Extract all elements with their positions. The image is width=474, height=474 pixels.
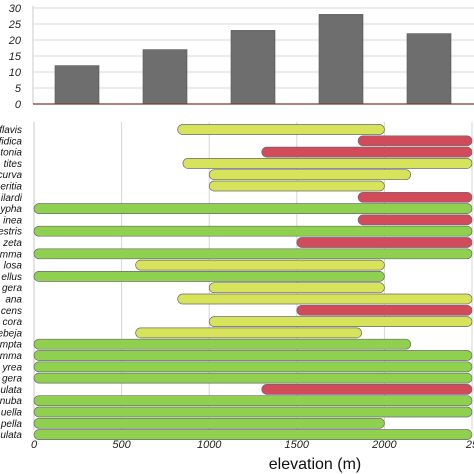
species-label: ilardi	[1, 193, 23, 204]
elevation-range-bar	[33, 248, 473, 260]
species-label: pella	[0, 419, 22, 430]
x-tick-label: 0	[31, 439, 38, 451]
species-label: tites	[4, 159, 22, 170]
species-label: yrea	[2, 362, 23, 373]
species-label: estris	[0, 227, 22, 238]
x-tick-label: 1500	[285, 439, 310, 451]
elevation-range-bar	[208, 316, 473, 327]
elevation-range-bar	[33, 338, 412, 350]
elevation-range-bar	[33, 350, 473, 361]
elevation-range-bar	[357, 214, 473, 226]
y-tick-label: 15	[9, 51, 22, 63]
bar	[142, 49, 188, 105]
species-label: losa	[4, 261, 23, 272]
species-label: gera	[2, 283, 22, 294]
elevation-range-bar	[177, 124, 385, 135]
elevation-range-bar	[33, 417, 385, 429]
elevation-range-bar	[33, 395, 473, 407]
species-label: ebeja	[0, 328, 22, 339]
top-bar-chart: 0 5 10 15 20 25 30	[8, 3, 474, 111]
bar	[230, 30, 276, 105]
species-label: zeta	[2, 238, 22, 249]
elevation-range-bar	[135, 327, 362, 339]
elevation-range-bar	[261, 384, 473, 395]
y-tick-label: 5	[15, 83, 22, 95]
elevation-range-bar	[261, 146, 473, 158]
y-tick-label: 10	[9, 67, 22, 79]
species-label: tonia	[0, 148, 22, 159]
species-label: ypha	[0, 204, 22, 215]
elevation-range-bar	[182, 158, 473, 169]
x-tick-label: 1000	[197, 439, 222, 451]
species-label: ulata	[0, 385, 22, 396]
species-label: gera	[2, 374, 22, 385]
species-label: flavis	[0, 125, 22, 136]
elevation-range-chart: 0 500 1000 1500 2000 25 flavisifidicatoniatite…	[0, 122, 474, 451]
y-tick-label: 20	[8, 35, 22, 47]
species-label: uella	[1, 408, 23, 419]
elevation-range-bar	[33, 406, 473, 418]
y-tick-label: 0	[15, 99, 22, 111]
species-label: ana	[5, 295, 22, 306]
bar	[54, 65, 100, 105]
species-label: ulata	[0, 430, 22, 441]
species-label: nuba	[0, 396, 22, 407]
species-label: eritia	[0, 182, 22, 193]
species-label: cora	[3, 317, 23, 328]
species-label: cens	[1, 306, 22, 317]
x-tick-label: 500	[112, 439, 131, 451]
elevation-range-bar	[296, 237, 473, 248]
species-label: mpta	[0, 340, 22, 351]
elevation-range-bar	[33, 225, 473, 237]
elevation-range-bar	[177, 293, 473, 305]
elevation-range-bar	[135, 259, 385, 271]
x-tick-label: 25	[465, 439, 474, 451]
species-label: mma	[0, 249, 22, 260]
elevation-range-bar	[33, 361, 473, 373]
x-tick-label: 2000	[371, 439, 397, 451]
elevation-range-bar	[208, 169, 412, 181]
x-axis-label: elevation (m)	[269, 456, 361, 473]
bar	[406, 33, 452, 105]
elevation-range-bar	[33, 271, 385, 282]
species-label: curva	[0, 170, 22, 181]
species-label: ifidica	[0, 136, 22, 147]
elevation-range-bar	[33, 203, 473, 214]
y-tick-label: 30	[9, 3, 22, 15]
species-label: inea	[3, 215, 22, 226]
elevation-range-bar	[208, 180, 385, 192]
elevation-range-bar	[208, 282, 385, 294]
elevation-range-bar	[33, 372, 473, 384]
elevation-range-bar	[296, 304, 473, 316]
y-tick-label: 25	[8, 19, 22, 31]
elevation-range-bar	[357, 135, 473, 147]
species-label: ellus	[1, 272, 22, 283]
elevation-range-bar	[33, 429, 473, 440]
species-label: mma	[0, 351, 22, 362]
elevation-range-bar	[357, 191, 473, 203]
bar	[318, 14, 364, 105]
